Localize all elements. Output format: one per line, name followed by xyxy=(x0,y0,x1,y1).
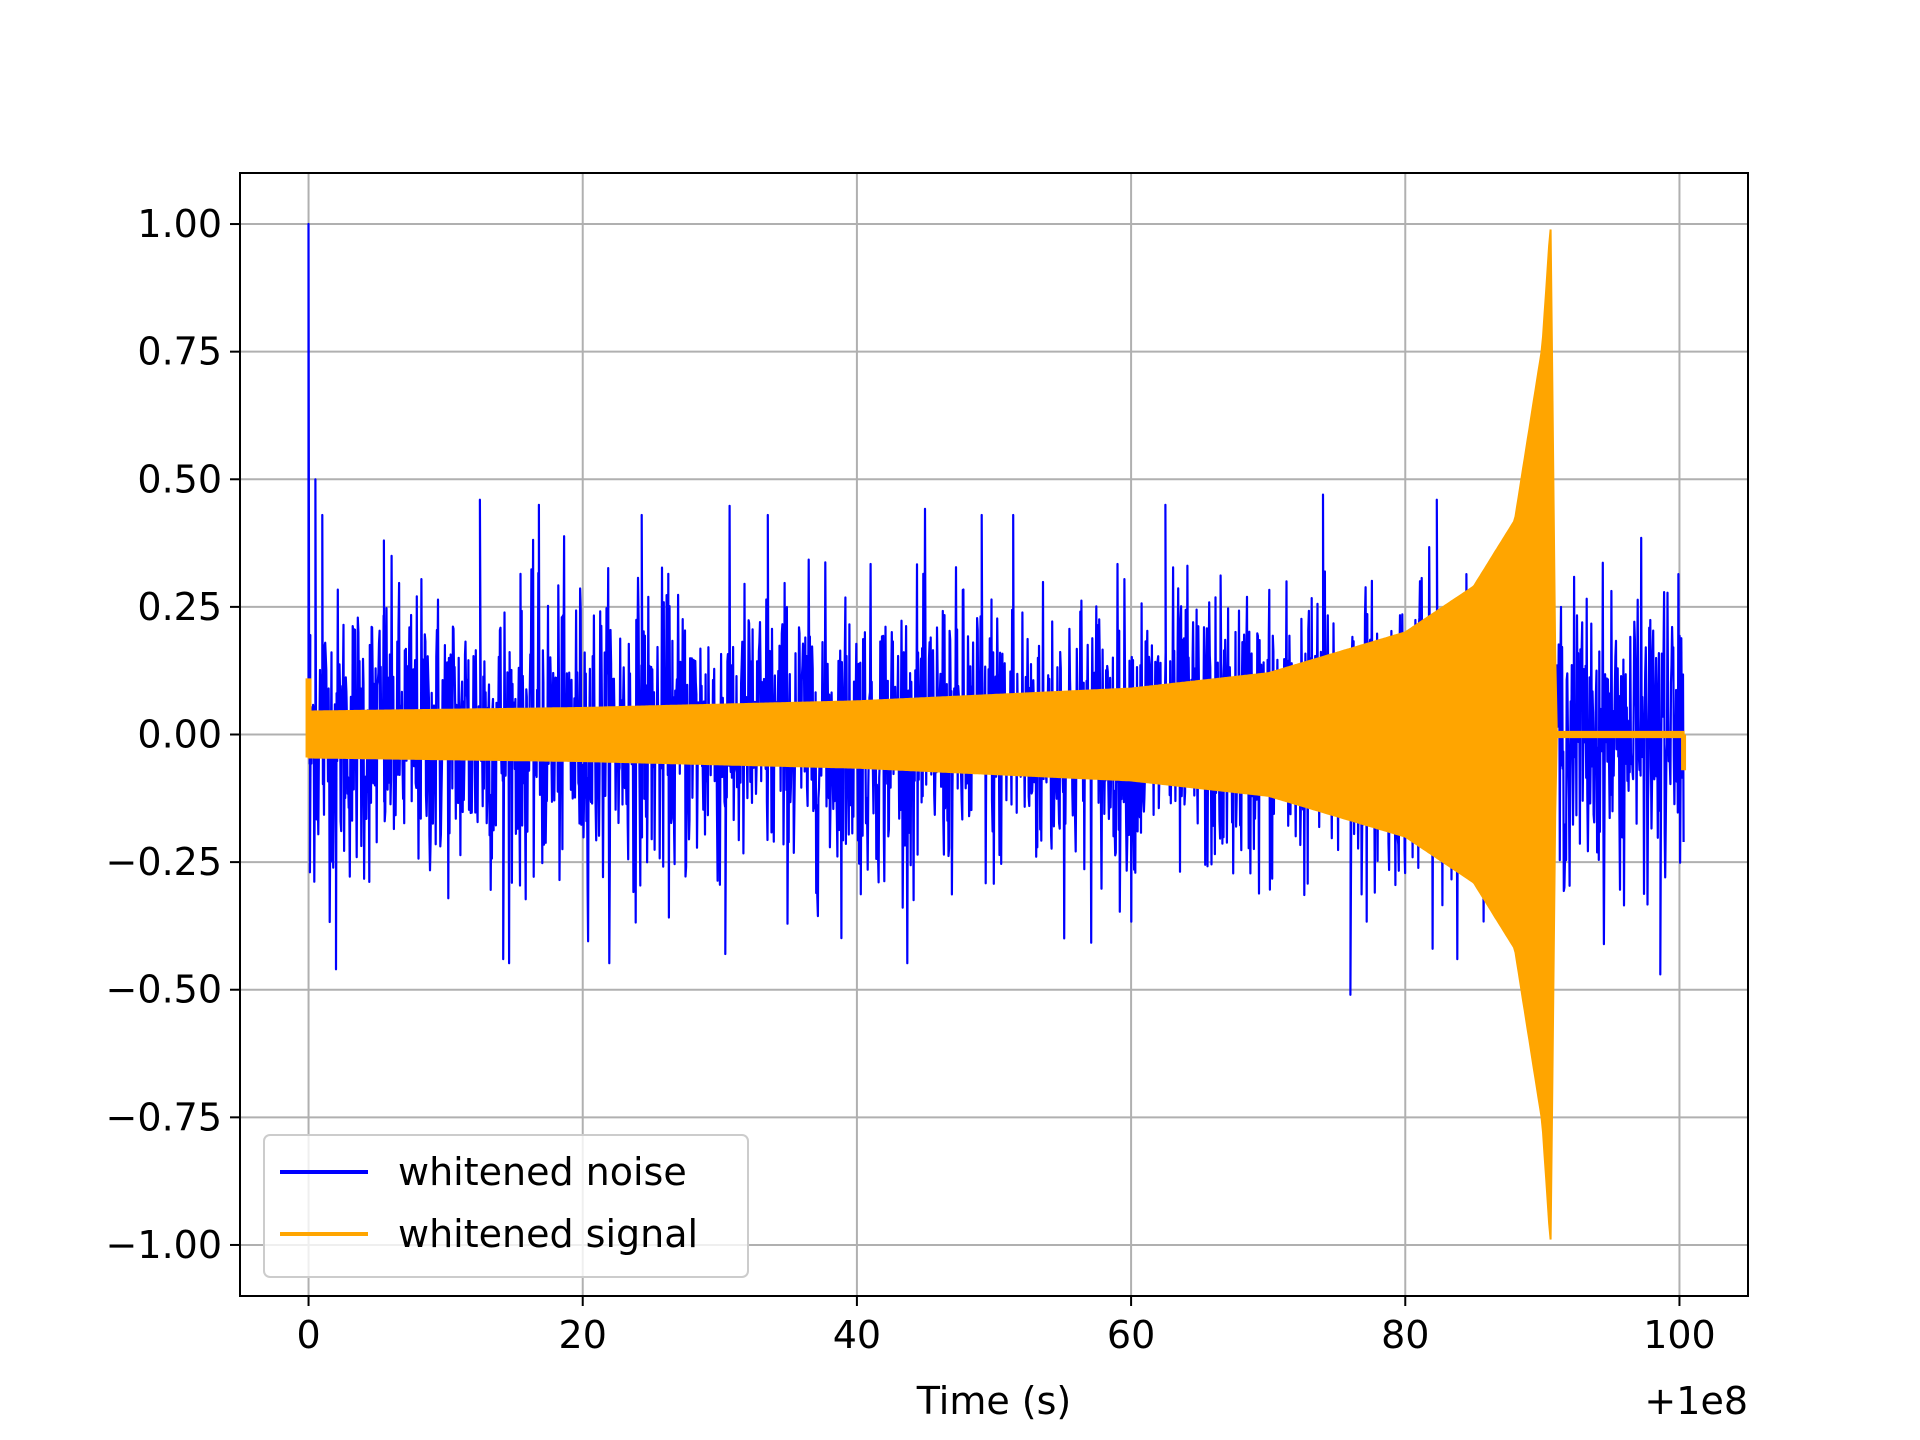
y-tick-label: 0.75 xyxy=(137,330,222,374)
y-tick-label: −1.00 xyxy=(106,1223,222,1267)
y-tick-label: −0.75 xyxy=(106,1095,222,1139)
y-tick-label: 0.00 xyxy=(137,713,222,757)
x-tick-label: 20 xyxy=(559,1313,607,1357)
series-layer xyxy=(305,222,1687,1240)
legend-box xyxy=(263,1134,749,1278)
y-tick-label: 0.50 xyxy=(137,457,222,501)
x-tick-label: 0 xyxy=(296,1313,320,1357)
x-tick-label: 100 xyxy=(1643,1313,1716,1357)
x-axis-label: Time (s) xyxy=(916,1379,1072,1423)
legend-label-whitened-signal: whitened signal xyxy=(398,1212,698,1256)
legend: whitened noise whitened signal xyxy=(263,1134,749,1278)
x-tick-label: 60 xyxy=(1107,1313,1155,1357)
x-tick-label: 80 xyxy=(1381,1313,1429,1357)
y-tick-label: 0.25 xyxy=(137,585,222,629)
x-axis-ticks: 0 20 40 60 80 100 xyxy=(296,1296,1716,1357)
y-tick-label: −0.25 xyxy=(106,840,222,884)
y-tick-label: 1.00 xyxy=(137,202,222,246)
y-axis-ticks: 1.00 0.75 0.50 0.25 0.00 −0.25 −0.50 −0.75 −1.00 xyxy=(106,202,240,1267)
legend-label-whitened-noise: whitened noise xyxy=(398,1150,687,1194)
x-tick-label: 40 xyxy=(833,1313,881,1357)
x-offset-label: +1e8 xyxy=(1644,1379,1748,1423)
y-tick-label: −0.50 xyxy=(106,968,222,1012)
